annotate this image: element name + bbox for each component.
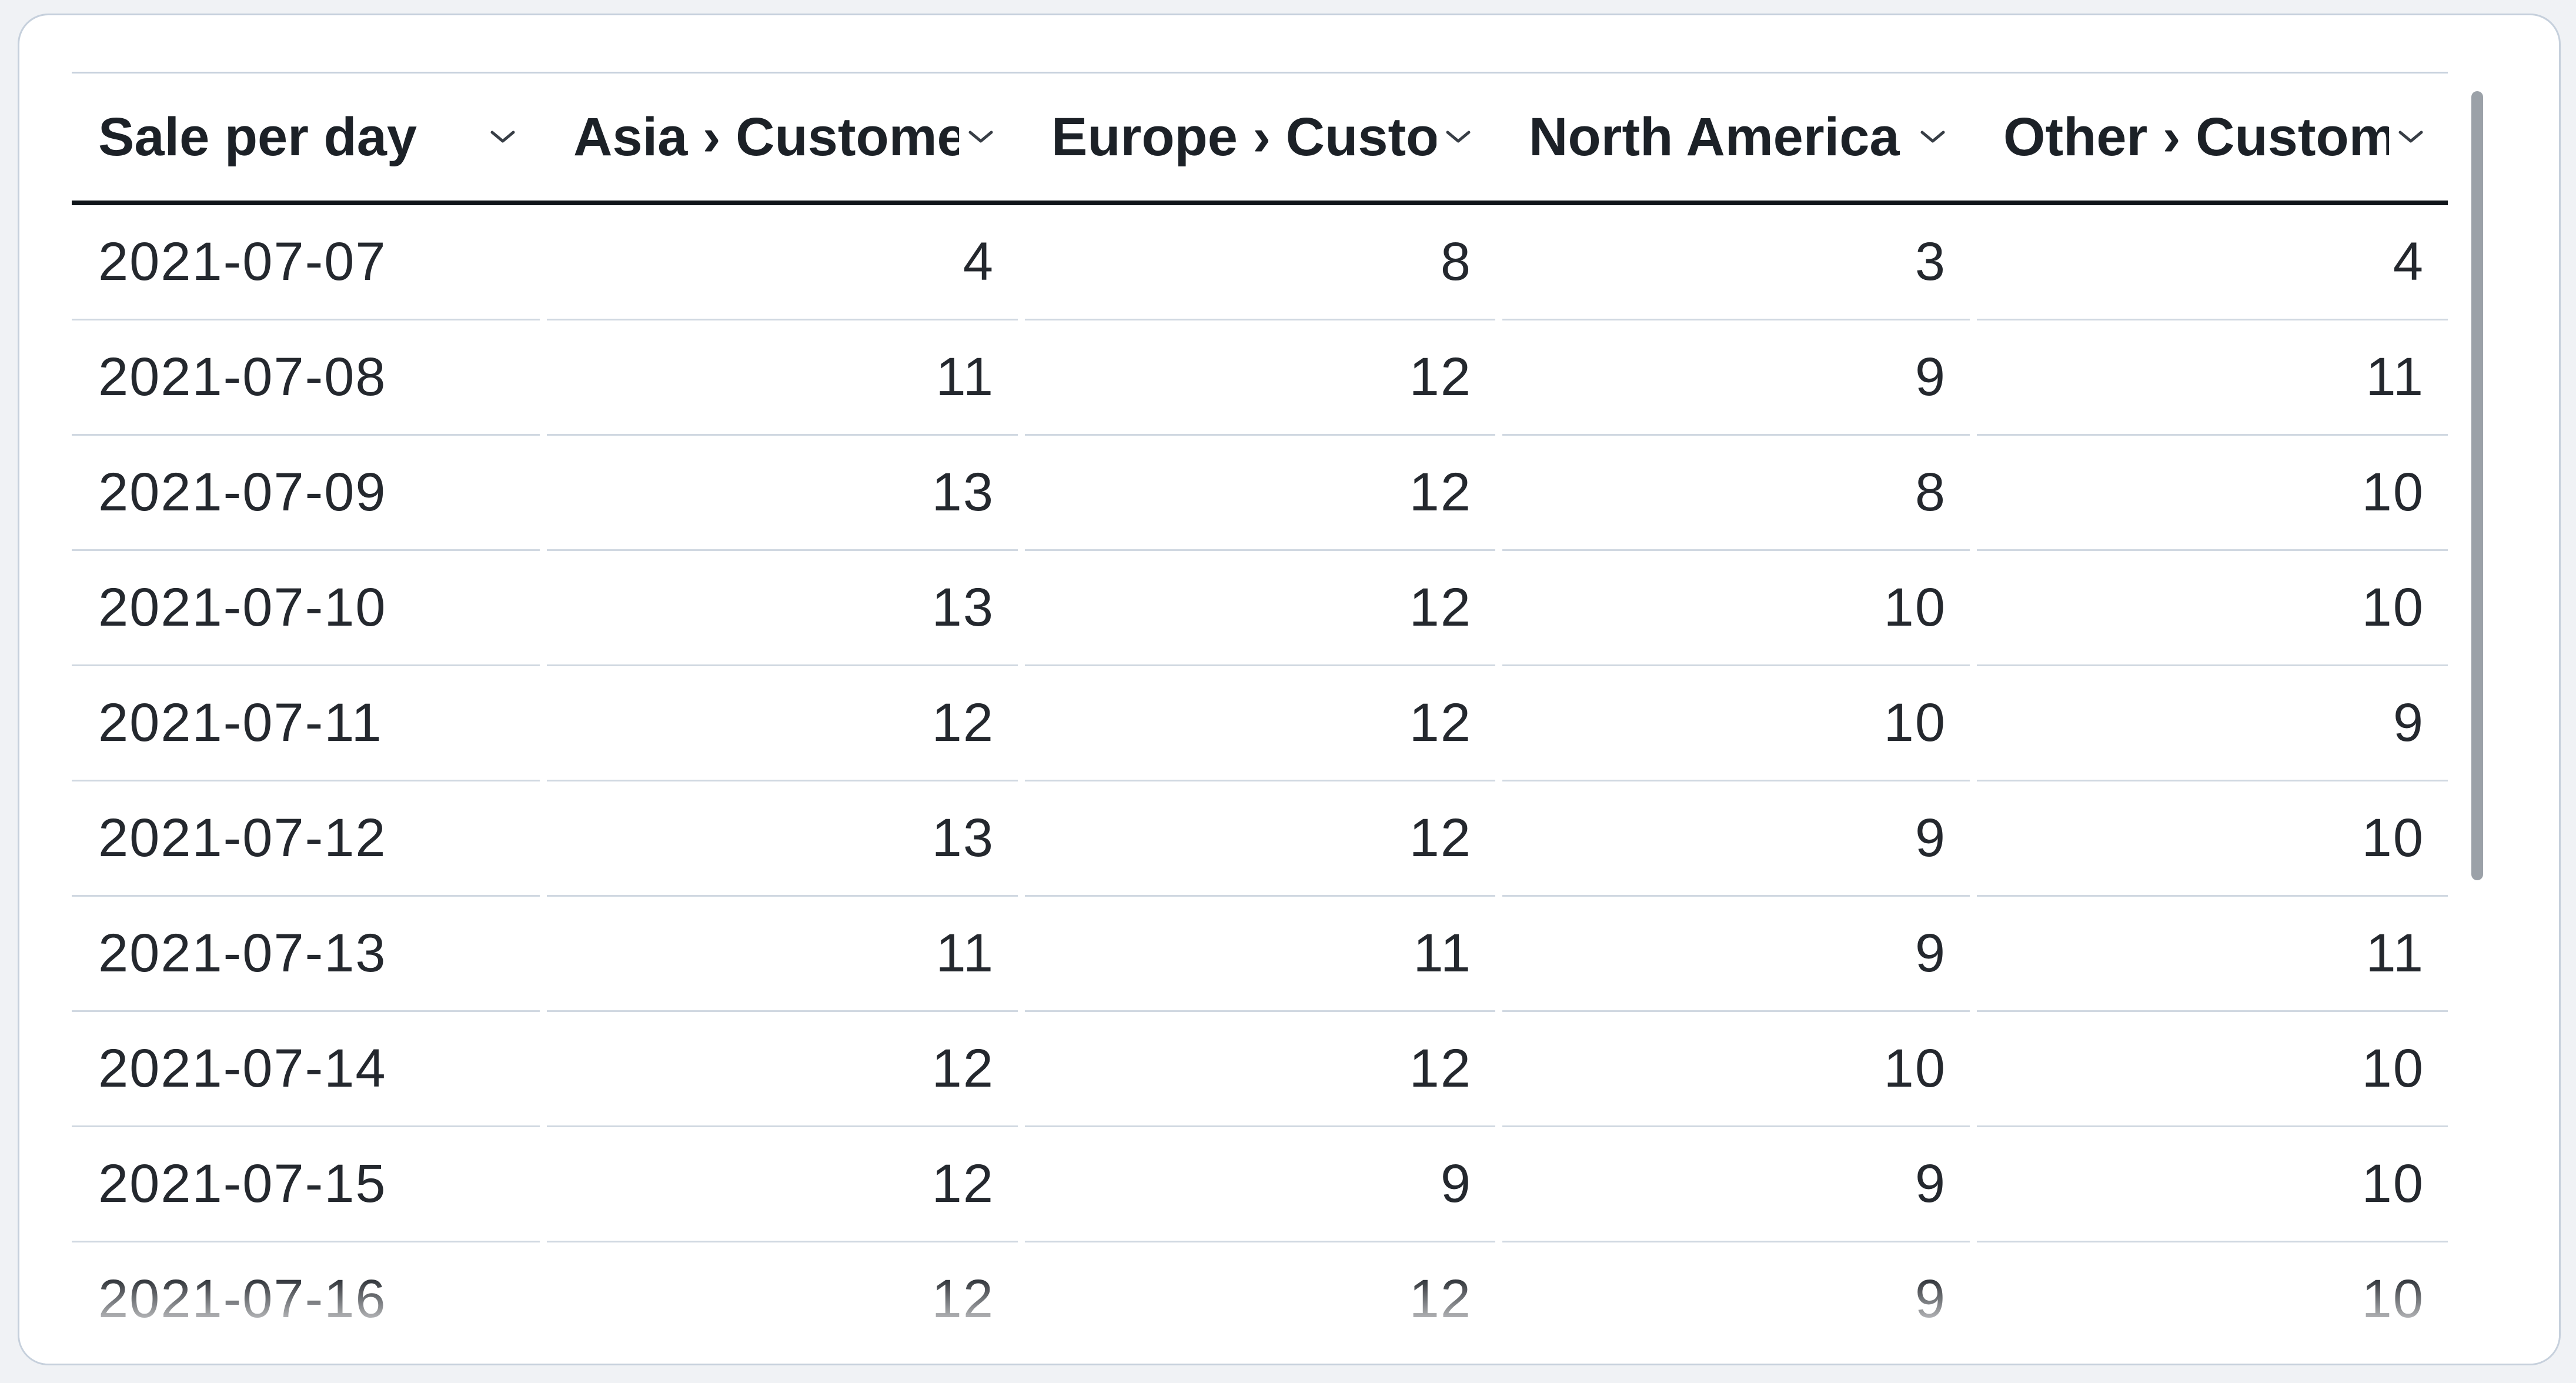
- date-cell[interactable]: 2021-07-16: [72, 1242, 540, 1358]
- date-cell[interactable]: 2021-07-10: [72, 551, 540, 666]
- value-cell[interactable]: 4: [547, 205, 1018, 320]
- value-cell[interactable]: 9: [1502, 1242, 1970, 1358]
- column-header-label: Asia › Customers: [573, 106, 959, 167]
- date-cell[interactable]: 2021-07-14: [72, 1012, 540, 1127]
- table-top-border: [72, 72, 2448, 74]
- value-cell[interactable]: 12: [1025, 320, 1495, 436]
- column-header-sale-per-day[interactable]: Sale per day: [72, 74, 540, 201]
- value-cell[interactable]: 10: [1977, 781, 2448, 897]
- table-row: 2021-07-16 12 12 9 10: [72, 1242, 2448, 1358]
- value-cell[interactable]: 12: [1025, 436, 1495, 551]
- chevron-down-icon[interactable]: [967, 129, 994, 145]
- table-row: 2021-07-09 13 12 8 10: [72, 436, 2448, 551]
- value-cell[interactable]: 12: [1025, 781, 1495, 897]
- value-cell[interactable]: 10: [1502, 551, 1970, 666]
- date-cell[interactable]: 2021-07-09: [72, 436, 540, 551]
- table-header-row: Sale per day Asia › Customers Europe › C…: [72, 74, 2448, 201]
- table-body: 2021-07-07 4 8 3 4 2021-07-08 11 12 9 11…: [72, 205, 2448, 1358]
- value-cell[interactable]: 11: [1977, 897, 2448, 1012]
- value-cell[interactable]: 10: [1502, 1012, 1970, 1127]
- column-header-label: Sale per day: [98, 106, 417, 167]
- value-cell[interactable]: 12: [547, 1127, 1018, 1242]
- chevron-down-icon[interactable]: [1919, 129, 1946, 145]
- value-cell[interactable]: 3: [1502, 205, 1970, 320]
- value-cell[interactable]: 10: [1977, 1242, 2448, 1358]
- value-cell[interactable]: 10: [1977, 551, 2448, 666]
- date-cell[interactable]: 2021-07-08: [72, 320, 540, 436]
- table-card: Sale per day Asia › Customers Europe › C…: [18, 14, 2561, 1365]
- table-row: 2021-07-07 4 8 3 4: [72, 205, 2448, 320]
- table-row: 2021-07-14 12 12 10 10: [72, 1012, 2448, 1127]
- value-cell[interactable]: 8: [1025, 205, 1495, 320]
- value-cell[interactable]: 11: [1977, 320, 2448, 436]
- column-header-label: Europe › Customers: [1051, 106, 1436, 167]
- table: Sale per day Asia › Customers Europe › C…: [72, 72, 2448, 1358]
- table-row: 2021-07-11 12 12 10 9: [72, 666, 2448, 781]
- value-cell[interactable]: 8: [1502, 436, 1970, 551]
- column-header-europe-customers[interactable]: Europe › Customers: [1025, 74, 1495, 201]
- table-row: 2021-07-15 12 9 9 10: [72, 1127, 2448, 1242]
- header-underline: [72, 201, 2448, 205]
- value-cell[interactable]: 9: [1977, 666, 2448, 781]
- chevron-down-icon[interactable]: [1445, 129, 1472, 145]
- value-cell[interactable]: 12: [547, 1242, 1018, 1358]
- value-cell[interactable]: 11: [1025, 897, 1495, 1012]
- column-header-label: Other › Customers: [2003, 106, 2389, 167]
- value-cell[interactable]: 9: [1502, 781, 1970, 897]
- column-header-asia-customers[interactable]: Asia › Customers: [547, 74, 1018, 201]
- value-cell[interactable]: 13: [547, 551, 1018, 666]
- value-cell[interactable]: 13: [547, 436, 1018, 551]
- date-cell[interactable]: 2021-07-15: [72, 1127, 540, 1242]
- value-cell[interactable]: 10: [1977, 1127, 2448, 1242]
- value-cell[interactable]: 10: [1502, 666, 1970, 781]
- value-cell[interactable]: 13: [547, 781, 1018, 897]
- table-row: 2021-07-08 11 12 9 11: [72, 320, 2448, 436]
- value-cell[interactable]: 9: [1025, 1127, 1495, 1242]
- chevron-down-icon[interactable]: [489, 129, 516, 145]
- chevron-down-icon[interactable]: [2397, 129, 2424, 145]
- column-header-other-customers[interactable]: Other › Customers: [1977, 74, 2448, 201]
- value-cell[interactable]: 9: [1502, 897, 1970, 1012]
- column-header-label: North America › Customers: [1529, 106, 1911, 167]
- vertical-scrollbar[interactable]: [2471, 91, 2483, 880]
- value-cell[interactable]: 9: [1502, 1127, 1970, 1242]
- value-cell[interactable]: 12: [1025, 1242, 1495, 1358]
- value-cell[interactable]: 4: [1977, 205, 2448, 320]
- value-cell[interactable]: 12: [547, 1012, 1018, 1127]
- value-cell[interactable]: 12: [1025, 1012, 1495, 1127]
- value-cell[interactable]: 12: [547, 666, 1018, 781]
- value-cell[interactable]: 12: [1025, 666, 1495, 781]
- table-row: 2021-07-12 13 12 9 10: [72, 781, 2448, 897]
- value-cell[interactable]: 11: [547, 897, 1018, 1012]
- table-row: 2021-07-13 11 11 9 11: [72, 897, 2448, 1012]
- table-row: 2021-07-10 13 12 10 10: [72, 551, 2448, 666]
- value-cell[interactable]: 9: [1502, 320, 1970, 436]
- column-header-north-america-customers[interactable]: North America › Customers: [1502, 74, 1970, 201]
- date-cell[interactable]: 2021-07-12: [72, 781, 540, 897]
- date-cell[interactable]: 2021-07-11: [72, 666, 540, 781]
- value-cell[interactable]: 11: [547, 320, 1018, 436]
- value-cell[interactable]: 12: [1025, 551, 1495, 666]
- date-cell[interactable]: 2021-07-13: [72, 897, 540, 1012]
- date-cell[interactable]: 2021-07-07: [72, 205, 540, 320]
- value-cell[interactable]: 10: [1977, 1012, 2448, 1127]
- value-cell[interactable]: 10: [1977, 436, 2448, 551]
